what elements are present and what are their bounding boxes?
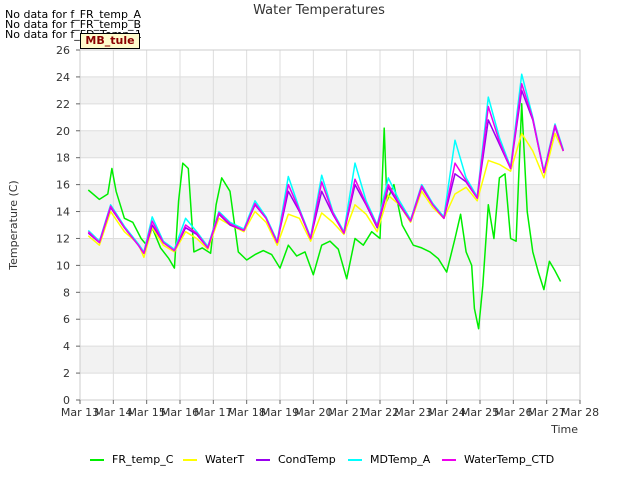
x-tick-label: Mar 14 [94, 406, 132, 419]
legend-swatch-mdtemp-a [348, 458, 362, 461]
band-22-24 [80, 76, 580, 104]
x-tick-label: Mar 15 [128, 406, 166, 419]
x-tick-label: Mar 19 [261, 406, 299, 419]
y-tick-label: 24 [56, 71, 70, 84]
chart-title: Water Temperatures [253, 3, 385, 18]
nodata-message-2: No data for f_FR_temp_B [5, 18, 142, 31]
legend-swatch-condtemp [256, 458, 270, 461]
legend-item-fr-temp-c: FR_temp_C [90, 453, 173, 466]
legend-item-mdtemp-a: MDTemp_A [348, 453, 430, 466]
y-tick-label: 14 [56, 206, 70, 219]
legend-label-fr-temp-c: FR_temp_C [112, 453, 174, 466]
x-tick-label: Mar 16 [161, 406, 199, 419]
site-badge: MB_tule [80, 33, 140, 49]
y-tick-label: 4 [63, 340, 70, 353]
x-tick-label: Mar 13 [61, 406, 99, 419]
y-tick-label: 12 [56, 232, 70, 245]
x-tick-label: Mar 25 [461, 406, 499, 419]
y-tick-label: 2 [63, 367, 70, 380]
x-tick-label: Mar 18 [228, 406, 266, 419]
background-bands [80, 76, 580, 374]
legend-label-watert: WaterT [205, 453, 245, 466]
x-axis-label: Time [550, 423, 578, 436]
series-line-mdtemp-a [87, 73, 565, 253]
band-6-8 [80, 292, 580, 320]
y-tick-label: 26 [56, 44, 70, 57]
y-tick-label: 6 [63, 313, 70, 326]
series-lines [87, 73, 565, 330]
legend-label-mdtemp-a: MDTemp_A [370, 453, 431, 466]
x-tick-label: Mar 23 [394, 406, 432, 419]
chart-legend: FR_temp_C WaterT CondTemp MDTemp_A Water… [0, 453, 640, 469]
x-tick-label: Mar 17 [194, 406, 232, 419]
nodata-message-1: No data for f_FR_temp_A [5, 8, 141, 21]
x-tick-label: Mar 26 [494, 406, 532, 419]
x-tick-label: Mar 24 [428, 406, 466, 419]
legend-label-watertemp-ctd: WaterTemp_CTD [464, 453, 555, 466]
legend-item-watertemp-ctd: WaterTemp_CTD [442, 453, 554, 466]
legend-swatch-watertemp-ctd [442, 458, 456, 461]
x-tick-label: Mar 21 [328, 406, 366, 419]
y-tick-label: 0 [63, 394, 70, 407]
y-tick-label: 20 [56, 125, 70, 138]
y-tick-label: 16 [56, 179, 70, 192]
y-tick-label: 8 [63, 286, 70, 299]
x-tick-label: Mar 27 [528, 406, 566, 419]
y-tick-label: 22 [56, 98, 70, 111]
band-2-4 [80, 346, 580, 374]
y-axis-label: Temperature (C) [7, 180, 20, 270]
legend-label-condtemp: CondTemp [278, 453, 336, 466]
y-tick-label: 10 [56, 259, 70, 272]
series-line-watertemp-ctd [87, 82, 565, 255]
series-line-fr-temp-c [87, 103, 562, 330]
legend-swatch-watert [183, 458, 197, 461]
y-tick-label: 18 [56, 152, 70, 165]
x-tick-label: Mar 20 [294, 406, 332, 419]
plot-frame [79, 49, 581, 401]
series-line-watert [87, 132, 564, 259]
x-tick-label: Mar 28 [561, 406, 599, 419]
x-tick-label: Mar 22 [361, 406, 399, 419]
legend-item-condtemp: CondTemp [256, 453, 336, 466]
legend-item-watert: WaterT [183, 453, 244, 466]
legend-swatch-fr-temp-c [90, 458, 104, 461]
band-10-12 [80, 238, 580, 266]
